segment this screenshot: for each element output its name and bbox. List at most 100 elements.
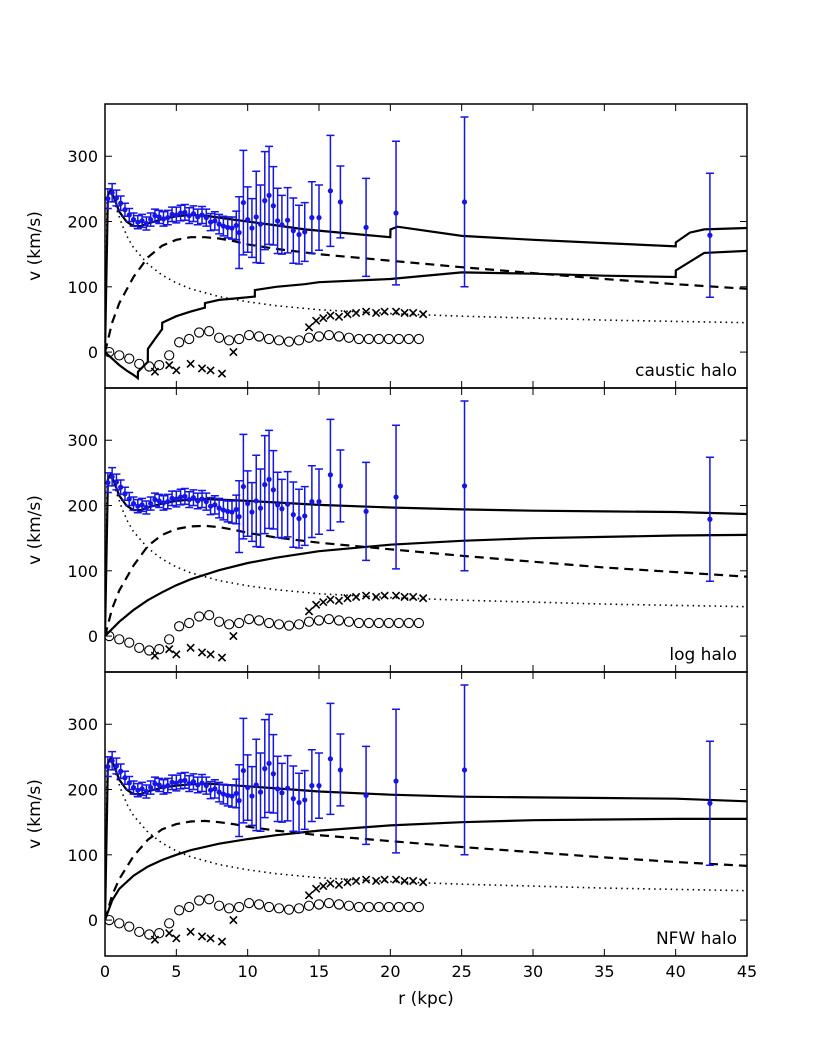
gas-point <box>333 899 345 910</box>
cross-point <box>361 875 371 884</box>
gas-point <box>323 613 335 625</box>
data-point <box>253 498 259 504</box>
cross-point <box>400 308 409 318</box>
data-point <box>327 188 334 194</box>
cross-point <box>418 878 428 887</box>
y-tick-label: 300 <box>67 431 98 450</box>
y-tick-label: 200 <box>67 781 98 800</box>
data-point <box>156 214 162 220</box>
data-point <box>262 482 268 488</box>
data-point <box>207 503 214 509</box>
gas-point <box>144 929 155 940</box>
y-axis-label: v (km/s) <box>25 495 45 565</box>
data-point <box>186 781 192 787</box>
gas-point <box>194 611 205 622</box>
gas-point <box>223 335 235 346</box>
gas-point <box>263 333 275 345</box>
cross-point <box>197 364 207 373</box>
data-point <box>363 224 369 230</box>
data-point <box>105 764 111 770</box>
gas-point <box>154 927 165 939</box>
cross-point <box>334 596 344 606</box>
data-point <box>245 784 251 791</box>
gas-point <box>313 331 325 342</box>
data-point <box>139 502 145 508</box>
gas-point <box>184 617 195 629</box>
gas-point <box>134 358 145 369</box>
cross-point <box>172 934 181 943</box>
plot-area <box>105 684 747 946</box>
data-point <box>135 787 141 793</box>
data-point <box>461 767 468 773</box>
cross-point <box>304 891 314 900</box>
panel-nfw-halo: 0 100 200 300 v (km/s) NFW halo <box>25 671 748 957</box>
cross-point <box>361 307 371 316</box>
gas-point <box>213 616 225 627</box>
x-tick-label: 40 <box>665 962 685 981</box>
data-point <box>130 216 137 223</box>
data-point <box>337 767 343 773</box>
curve-disk <box>105 524 747 637</box>
cross-point <box>391 591 401 600</box>
data-point <box>148 500 154 507</box>
cross-point <box>391 307 401 316</box>
data-point <box>212 502 218 508</box>
data-point <box>240 199 246 206</box>
data-point <box>393 778 399 784</box>
gas-point <box>144 361 155 372</box>
gas-point <box>105 914 115 926</box>
cross-point <box>206 934 215 943</box>
gas-point <box>134 642 145 653</box>
gas-point <box>283 904 295 915</box>
cross-point <box>408 308 418 318</box>
y-tick-label: 0 <box>88 911 98 930</box>
gas-point <box>243 329 255 341</box>
x-axis: 0 5 10 15 20 25 30 35 40 45 <box>100 962 757 981</box>
cross-point <box>206 366 215 375</box>
data-point <box>169 495 175 501</box>
gas-point <box>353 901 365 913</box>
cross-point <box>197 932 207 941</box>
cross-point <box>351 308 361 318</box>
data-point <box>143 788 149 795</box>
data-point <box>220 223 227 229</box>
data-point <box>169 211 175 217</box>
data-point <box>130 784 137 791</box>
x-tick-label: 15 <box>309 962 329 981</box>
data-point <box>236 514 242 520</box>
cross-point <box>217 653 227 662</box>
x-tick-label: 0 <box>100 962 110 981</box>
data-point <box>229 793 235 799</box>
gas-point <box>134 926 145 937</box>
y-tick-label: 300 <box>67 715 98 734</box>
y-tick-label: 100 <box>67 278 98 297</box>
data-point <box>156 782 162 788</box>
gas-point <box>333 331 345 342</box>
cross-point <box>418 594 428 603</box>
data-point <box>266 476 272 483</box>
data-point <box>270 771 276 777</box>
gas-point <box>273 335 285 346</box>
gas-point <box>363 617 375 629</box>
gas-point <box>253 899 265 910</box>
data-point <box>707 516 713 522</box>
data-point <box>337 483 343 489</box>
data-point <box>199 780 205 786</box>
cross-point <box>418 310 428 319</box>
cross-point <box>172 650 181 659</box>
gas-point <box>393 333 405 345</box>
data-point <box>302 229 308 235</box>
data-point <box>279 506 285 512</box>
cross-point <box>319 597 328 607</box>
curve-halo <box>105 533 747 637</box>
gas-point <box>373 617 385 629</box>
cross-point <box>371 592 381 602</box>
data-point <box>316 215 322 221</box>
data-point <box>152 213 158 219</box>
data-point <box>195 214 201 220</box>
gas-point <box>403 901 415 913</box>
data-point <box>225 792 231 798</box>
gas-point <box>283 620 295 631</box>
cross-point <box>371 876 381 886</box>
gas-point <box>293 903 305 914</box>
